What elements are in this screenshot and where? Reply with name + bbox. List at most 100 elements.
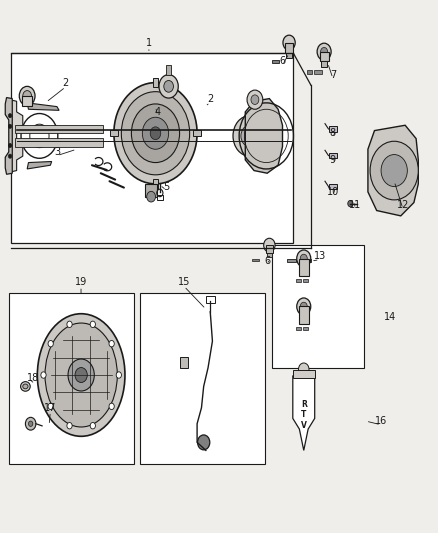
Circle shape: [75, 368, 87, 383]
Circle shape: [90, 321, 95, 327]
Circle shape: [30, 124, 49, 148]
Bar: [272, 245, 364, 368]
Circle shape: [241, 125, 258, 147]
Circle shape: [8, 154, 12, 158]
Circle shape: [317, 43, 331, 60]
Circle shape: [247, 90, 263, 109]
Circle shape: [233, 116, 266, 156]
Bar: [252, 259, 259, 261]
Bar: [298, 259, 311, 262]
Bar: [296, 279, 301, 282]
Bar: [285, 43, 293, 53]
Circle shape: [48, 403, 53, 409]
Bar: [303, 327, 308, 330]
Circle shape: [142, 117, 169, 149]
Bar: [328, 184, 337, 189]
Bar: [314, 70, 322, 74]
Text: 7: 7: [330, 70, 336, 79]
Text: R
T
V: R T V: [301, 400, 307, 430]
Bar: [303, 279, 308, 282]
Bar: [22, 96, 32, 106]
Text: 14: 14: [384, 312, 396, 322]
Bar: [140, 293, 265, 464]
Circle shape: [68, 359, 94, 391]
Circle shape: [25, 417, 36, 430]
Text: 11: 11: [349, 200, 361, 210]
Circle shape: [116, 372, 121, 378]
Circle shape: [21, 114, 58, 158]
Text: 2: 2: [63, 78, 69, 87]
Circle shape: [370, 141, 418, 200]
Bar: [296, 327, 301, 330]
Bar: [145, 184, 157, 197]
Circle shape: [251, 95, 259, 104]
Bar: [266, 245, 273, 253]
Bar: [287, 259, 296, 262]
Circle shape: [121, 92, 190, 175]
Text: 12: 12: [397, 200, 409, 210]
Bar: [321, 61, 327, 67]
Ellipse shape: [23, 384, 28, 389]
Circle shape: [321, 47, 328, 56]
Circle shape: [150, 127, 161, 140]
Circle shape: [114, 83, 197, 184]
Circle shape: [41, 372, 46, 378]
Bar: [299, 306, 308, 324]
Circle shape: [264, 238, 275, 252]
Bar: [206, 296, 215, 303]
Bar: [272, 60, 279, 63]
Text: 4: 4: [155, 107, 161, 117]
Polygon shape: [293, 376, 314, 450]
Bar: [299, 259, 308, 276]
Circle shape: [19, 86, 35, 106]
Circle shape: [159, 75, 178, 98]
Text: 8: 8: [330, 128, 336, 138]
Text: 2: 2: [207, 94, 213, 103]
Bar: [11, 53, 293, 243]
Bar: [293, 370, 314, 378]
Bar: [193, 130, 201, 136]
Text: 10: 10: [327, 187, 339, 197]
Text: 16: 16: [375, 416, 387, 426]
Circle shape: [297, 250, 311, 267]
Polygon shape: [27, 161, 52, 169]
Bar: [286, 53, 292, 58]
Bar: [166, 65, 171, 75]
Bar: [320, 52, 328, 61]
Polygon shape: [10, 100, 23, 172]
Ellipse shape: [45, 323, 117, 427]
Bar: [180, 357, 188, 368]
Circle shape: [48, 341, 53, 347]
Bar: [157, 195, 163, 200]
Bar: [328, 153, 337, 158]
Circle shape: [109, 403, 114, 409]
Circle shape: [198, 435, 210, 450]
Polygon shape: [245, 99, 283, 173]
Bar: [267, 253, 272, 257]
Circle shape: [8, 124, 12, 128]
Bar: [110, 130, 118, 136]
Text: 3: 3: [54, 147, 60, 157]
Circle shape: [297, 298, 311, 315]
Ellipse shape: [21, 382, 30, 391]
Text: 15: 15: [178, 278, 190, 287]
Circle shape: [381, 155, 407, 187]
Circle shape: [300, 254, 307, 263]
Bar: [307, 70, 312, 74]
Circle shape: [23, 91, 32, 101]
Text: 17: 17: [44, 403, 57, 413]
Circle shape: [348, 200, 353, 207]
Circle shape: [164, 80, 173, 92]
Polygon shape: [368, 125, 418, 216]
Text: 13: 13: [314, 251, 326, 261]
Polygon shape: [5, 98, 12, 174]
Circle shape: [147, 191, 155, 202]
Ellipse shape: [37, 314, 125, 437]
Text: 5: 5: [163, 182, 170, 191]
Bar: [153, 78, 158, 87]
Text: 18: 18: [27, 374, 39, 383]
Circle shape: [298, 363, 309, 376]
Circle shape: [28, 421, 33, 426]
Circle shape: [131, 104, 180, 163]
Bar: [9, 293, 134, 464]
